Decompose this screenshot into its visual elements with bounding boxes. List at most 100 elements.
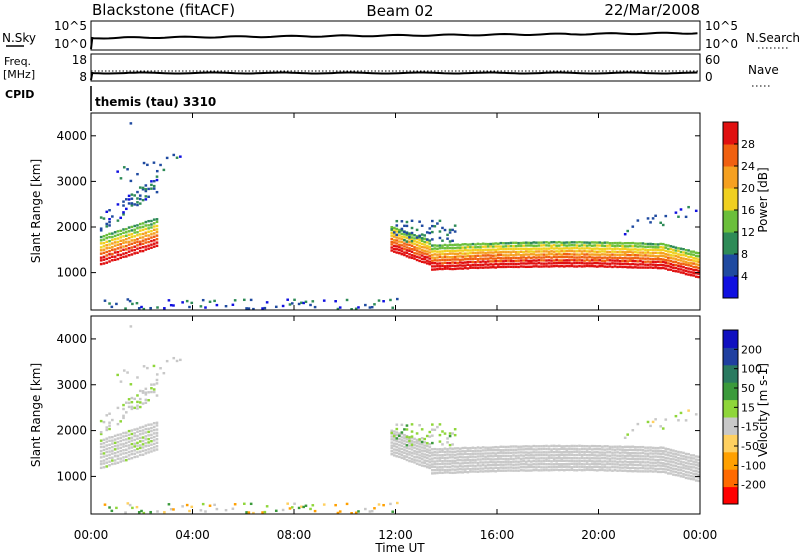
time-axis: 00:00 04:00 08:00 12:00 16:00 20:00 00:00 — [74, 113, 717, 542]
velocity-cell — [152, 442, 156, 446]
velocity-cell — [524, 451, 528, 454]
power-cell — [570, 247, 574, 250]
velocity-cell — [144, 391, 148, 394]
power-cell — [420, 239, 424, 242]
power-cell — [127, 254, 131, 257]
power-cell — [489, 263, 492, 266]
power-cell — [623, 253, 627, 256]
velocity-cell — [522, 457, 525, 460]
velocity-cell — [398, 447, 401, 450]
velocity-cell — [664, 459, 668, 462]
power-cell — [138, 250, 142, 253]
velocity-cell — [497, 463, 500, 467]
power-cell — [443, 265, 447, 268]
power-cell — [125, 238, 128, 241]
power-cell — [618, 259, 622, 263]
power-cell — [634, 248, 637, 251]
velocity-cell — [491, 458, 495, 461]
velocity-cell — [105, 440, 109, 443]
velocity-cell — [555, 459, 558, 463]
power-cell — [656, 248, 660, 252]
power-cell — [568, 259, 571, 262]
velocity-colorbar-segment — [723, 330, 738, 348]
velocity-cell — [517, 466, 520, 469]
power-cell — [102, 245, 106, 248]
power-cell — [453, 246, 457, 250]
velocity-cell — [433, 450, 437, 454]
velocity-cell — [507, 457, 510, 461]
velocity-cell — [494, 448, 498, 452]
power-cell — [405, 246, 409, 249]
power-cell — [517, 247, 520, 250]
power-cell — [116, 170, 119, 173]
power-cell — [150, 180, 153, 183]
velocity-cell — [443, 468, 447, 472]
velocity-cell — [552, 454, 556, 457]
power-cell — [408, 247, 411, 250]
power-cell — [469, 246, 472, 249]
velocity-cell — [588, 468, 591, 472]
velocity-cell — [136, 430, 139, 433]
power-cell — [169, 304, 173, 307]
velocity-cell — [585, 462, 589, 466]
power-cell — [119, 256, 123, 260]
velocity-cell — [436, 457, 439, 460]
velocity-cell — [398, 434, 401, 437]
velocity-cell — [570, 462, 574, 466]
power-cell — [125, 241, 128, 244]
velocity-cell — [613, 454, 617, 457]
power-cell — [687, 255, 690, 259]
velocity-cell — [608, 469, 612, 472]
power-cell — [408, 236, 411, 239]
velocity-cell — [486, 452, 490, 455]
velocity-cell — [639, 457, 642, 461]
power-cell — [634, 242, 637, 245]
power-cell — [108, 249, 111, 253]
velocity-cell — [446, 459, 449, 463]
power-cell — [532, 262, 536, 265]
power-cell — [585, 264, 589, 268]
velocity-cell — [606, 454, 609, 457]
power-cell — [654, 214, 657, 217]
power-cell — [568, 247, 571, 250]
velocity-cell — [474, 455, 477, 459]
velocity-cell — [438, 459, 442, 462]
power-cell — [400, 250, 404, 253]
velocity-cell — [568, 453, 571, 456]
power-cell — [433, 225, 437, 228]
velocity-cell — [672, 461, 675, 464]
velocity-cell — [138, 429, 142, 433]
power-cell — [489, 257, 492, 260]
velocity-cell — [684, 473, 688, 477]
power-cell — [529, 241, 533, 245]
power-cell — [679, 259, 683, 262]
velocity-cell — [476, 470, 480, 473]
power-cell — [448, 228, 452, 232]
velocity-cell — [649, 470, 652, 473]
power-cell — [514, 247, 518, 251]
velocity-cell — [433, 472, 437, 475]
velocity-cell — [102, 452, 106, 455]
power-cell — [570, 249, 574, 253]
velocity-cell — [644, 461, 647, 464]
velocity-cell — [286, 502, 289, 505]
power-cell — [438, 265, 442, 268]
velocity-cell — [122, 449, 125, 452]
power-cell — [231, 303, 235, 306]
power-cell — [502, 262, 505, 266]
power-cell — [664, 246, 668, 249]
velocity-cell — [448, 459, 452, 463]
power-cell — [119, 249, 123, 252]
velocity-cell — [621, 448, 624, 452]
power-cell — [550, 256, 553, 259]
power-cell — [646, 217, 650, 220]
velocity-cell — [138, 440, 142, 443]
power-cell — [425, 262, 429, 265]
power-cell — [674, 252, 678, 255]
velocity-cell — [646, 420, 650, 424]
power-cell — [618, 250, 622, 254]
velocity-cell — [672, 452, 675, 455]
power-cell — [634, 244, 637, 248]
velocity-cell — [532, 463, 536, 466]
power-cell — [155, 234, 159, 237]
